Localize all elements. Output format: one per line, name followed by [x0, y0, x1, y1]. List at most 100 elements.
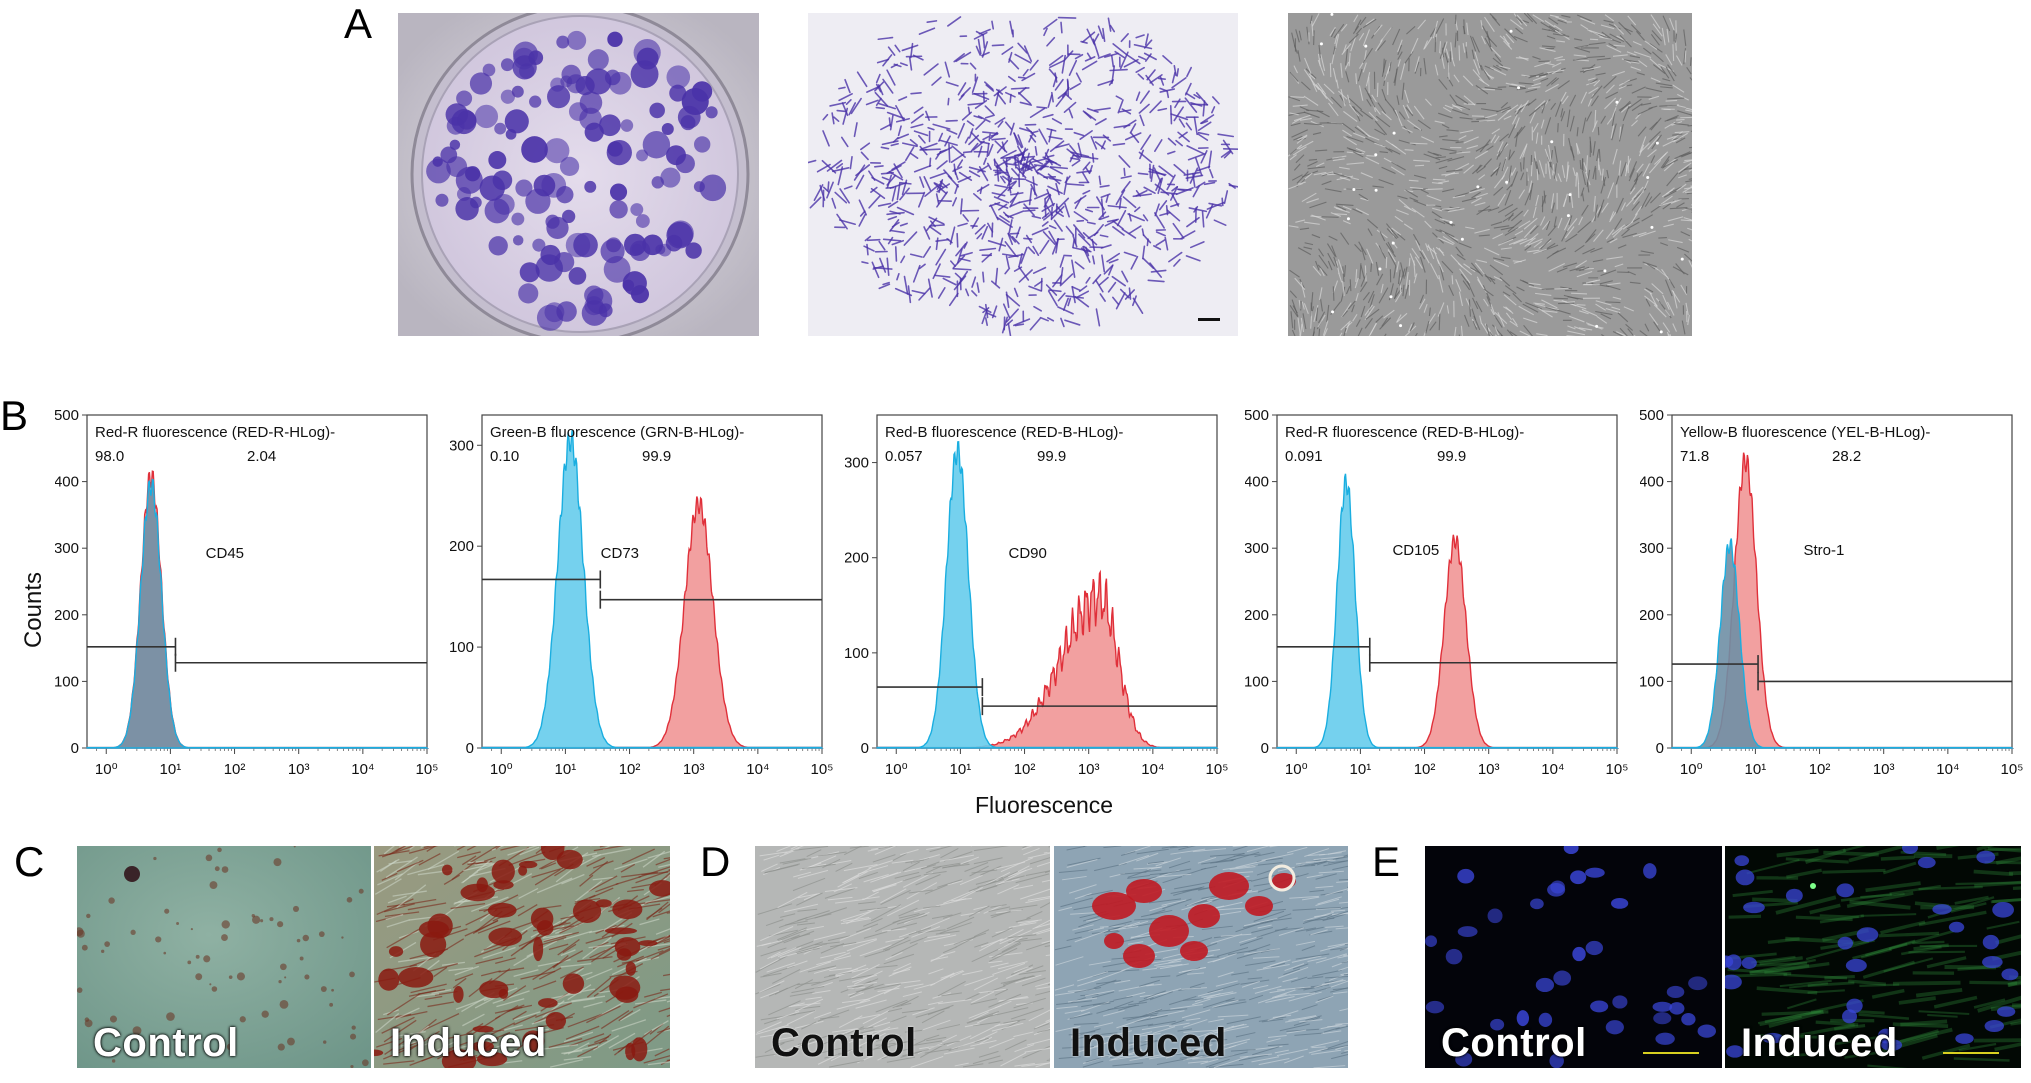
cytoskeleton-fiber [1842, 846, 1867, 852]
nucleus [1976, 850, 1996, 864]
cell [968, 1005, 1002, 1019]
cell [1458, 242, 1472, 249]
cell [1092, 1002, 1111, 1006]
cell [1532, 14, 1545, 23]
cell [1008, 58, 1020, 70]
cell [1197, 856, 1217, 864]
cell [1299, 864, 1316, 867]
cell [1650, 192, 1661, 204]
cell [993, 86, 1007, 97]
cell [403, 898, 437, 906]
cell [1424, 98, 1432, 106]
cell [1085, 276, 1091, 284]
cell [1438, 247, 1445, 257]
cell [866, 85, 881, 93]
cell [855, 999, 887, 1009]
cell [1604, 97, 1617, 110]
deposit [293, 846, 296, 848]
cell [1197, 133, 1209, 141]
cell [964, 1023, 980, 1028]
cell [960, 87, 971, 98]
deposit [228, 975, 233, 979]
cell [1302, 313, 1307, 330]
channel-label: Red-R fluorescence (RED-R-HLog)- [95, 424, 335, 441]
nucleus [2001, 968, 2019, 981]
calcium-nodule [562, 973, 585, 994]
x-tick-label: 10³ [1873, 761, 1895, 778]
cell [1612, 107, 1617, 118]
control-label: Control [93, 1021, 239, 1065]
cell [790, 846, 799, 850]
cell [1338, 878, 1348, 881]
cytoskeleton-fiber [1786, 998, 1817, 1010]
cell [1318, 254, 1329, 269]
nucleus [1570, 870, 1587, 885]
cell [407, 902, 447, 911]
cell [988, 960, 1003, 964]
cell [1545, 83, 1559, 93]
cell [1004, 1039, 1027, 1051]
cell [1626, 221, 1640, 230]
cell [1239, 1053, 1272, 1058]
cell [1174, 98, 1181, 109]
cell [1008, 904, 1038, 910]
cell [948, 292, 959, 307]
cell [1490, 304, 1496, 315]
cell [1065, 225, 1075, 236]
cell [1541, 45, 1556, 48]
x-tick-label: 10⁵ [2001, 761, 2024, 778]
cell [808, 159, 817, 164]
cell [1529, 225, 1539, 235]
cell [899, 222, 908, 227]
cell [1376, 82, 1379, 98]
cell [1137, 55, 1147, 61]
cell [1149, 898, 1182, 904]
rounded-cell [1680, 257, 1684, 261]
cell [1569, 115, 1575, 132]
calcium-nodule [572, 899, 602, 923]
cell [929, 171, 947, 179]
cell [1112, 142, 1126, 146]
cell [1516, 14, 1528, 27]
cell [797, 925, 824, 932]
colony [562, 209, 576, 224]
x-tick-label: 10⁵ [416, 761, 439, 778]
cell [1225, 999, 1246, 1002]
cell [1516, 125, 1526, 137]
cell [981, 41, 989, 58]
cell [1054, 78, 1064, 91]
cell [1340, 286, 1346, 302]
cell [1318, 870, 1344, 874]
cell [538, 967, 562, 980]
cell [1286, 846, 1308, 854]
cell [1295, 953, 1330, 960]
cell [971, 76, 979, 94]
cell [1640, 192, 1651, 209]
cell [1317, 314, 1326, 328]
cell [1188, 207, 1208, 213]
cytoskeleton-fiber [1786, 1051, 1826, 1058]
deposit [164, 908, 170, 914]
cell [1557, 19, 1567, 24]
cell [840, 136, 849, 148]
cell [1681, 320, 1686, 335]
cell [925, 217, 938, 232]
deposit [163, 951, 167, 955]
cytoskeleton-fiber [1955, 881, 2021, 886]
cell [1060, 317, 1065, 328]
cell [856, 71, 868, 88]
colony [515, 179, 533, 197]
cell [1029, 59, 1039, 71]
cell [1631, 119, 1638, 127]
cell [1115, 292, 1126, 310]
cell [770, 946, 797, 959]
cell [874, 91, 889, 107]
y-tick-label: 200 [845, 550, 869, 567]
cell [1070, 157, 1081, 161]
cell [1675, 55, 1683, 66]
cell [1407, 119, 1422, 131]
cell [1009, 93, 1012, 104]
cell [1103, 1009, 1125, 1017]
cell [806, 849, 822, 858]
colony [521, 136, 548, 163]
